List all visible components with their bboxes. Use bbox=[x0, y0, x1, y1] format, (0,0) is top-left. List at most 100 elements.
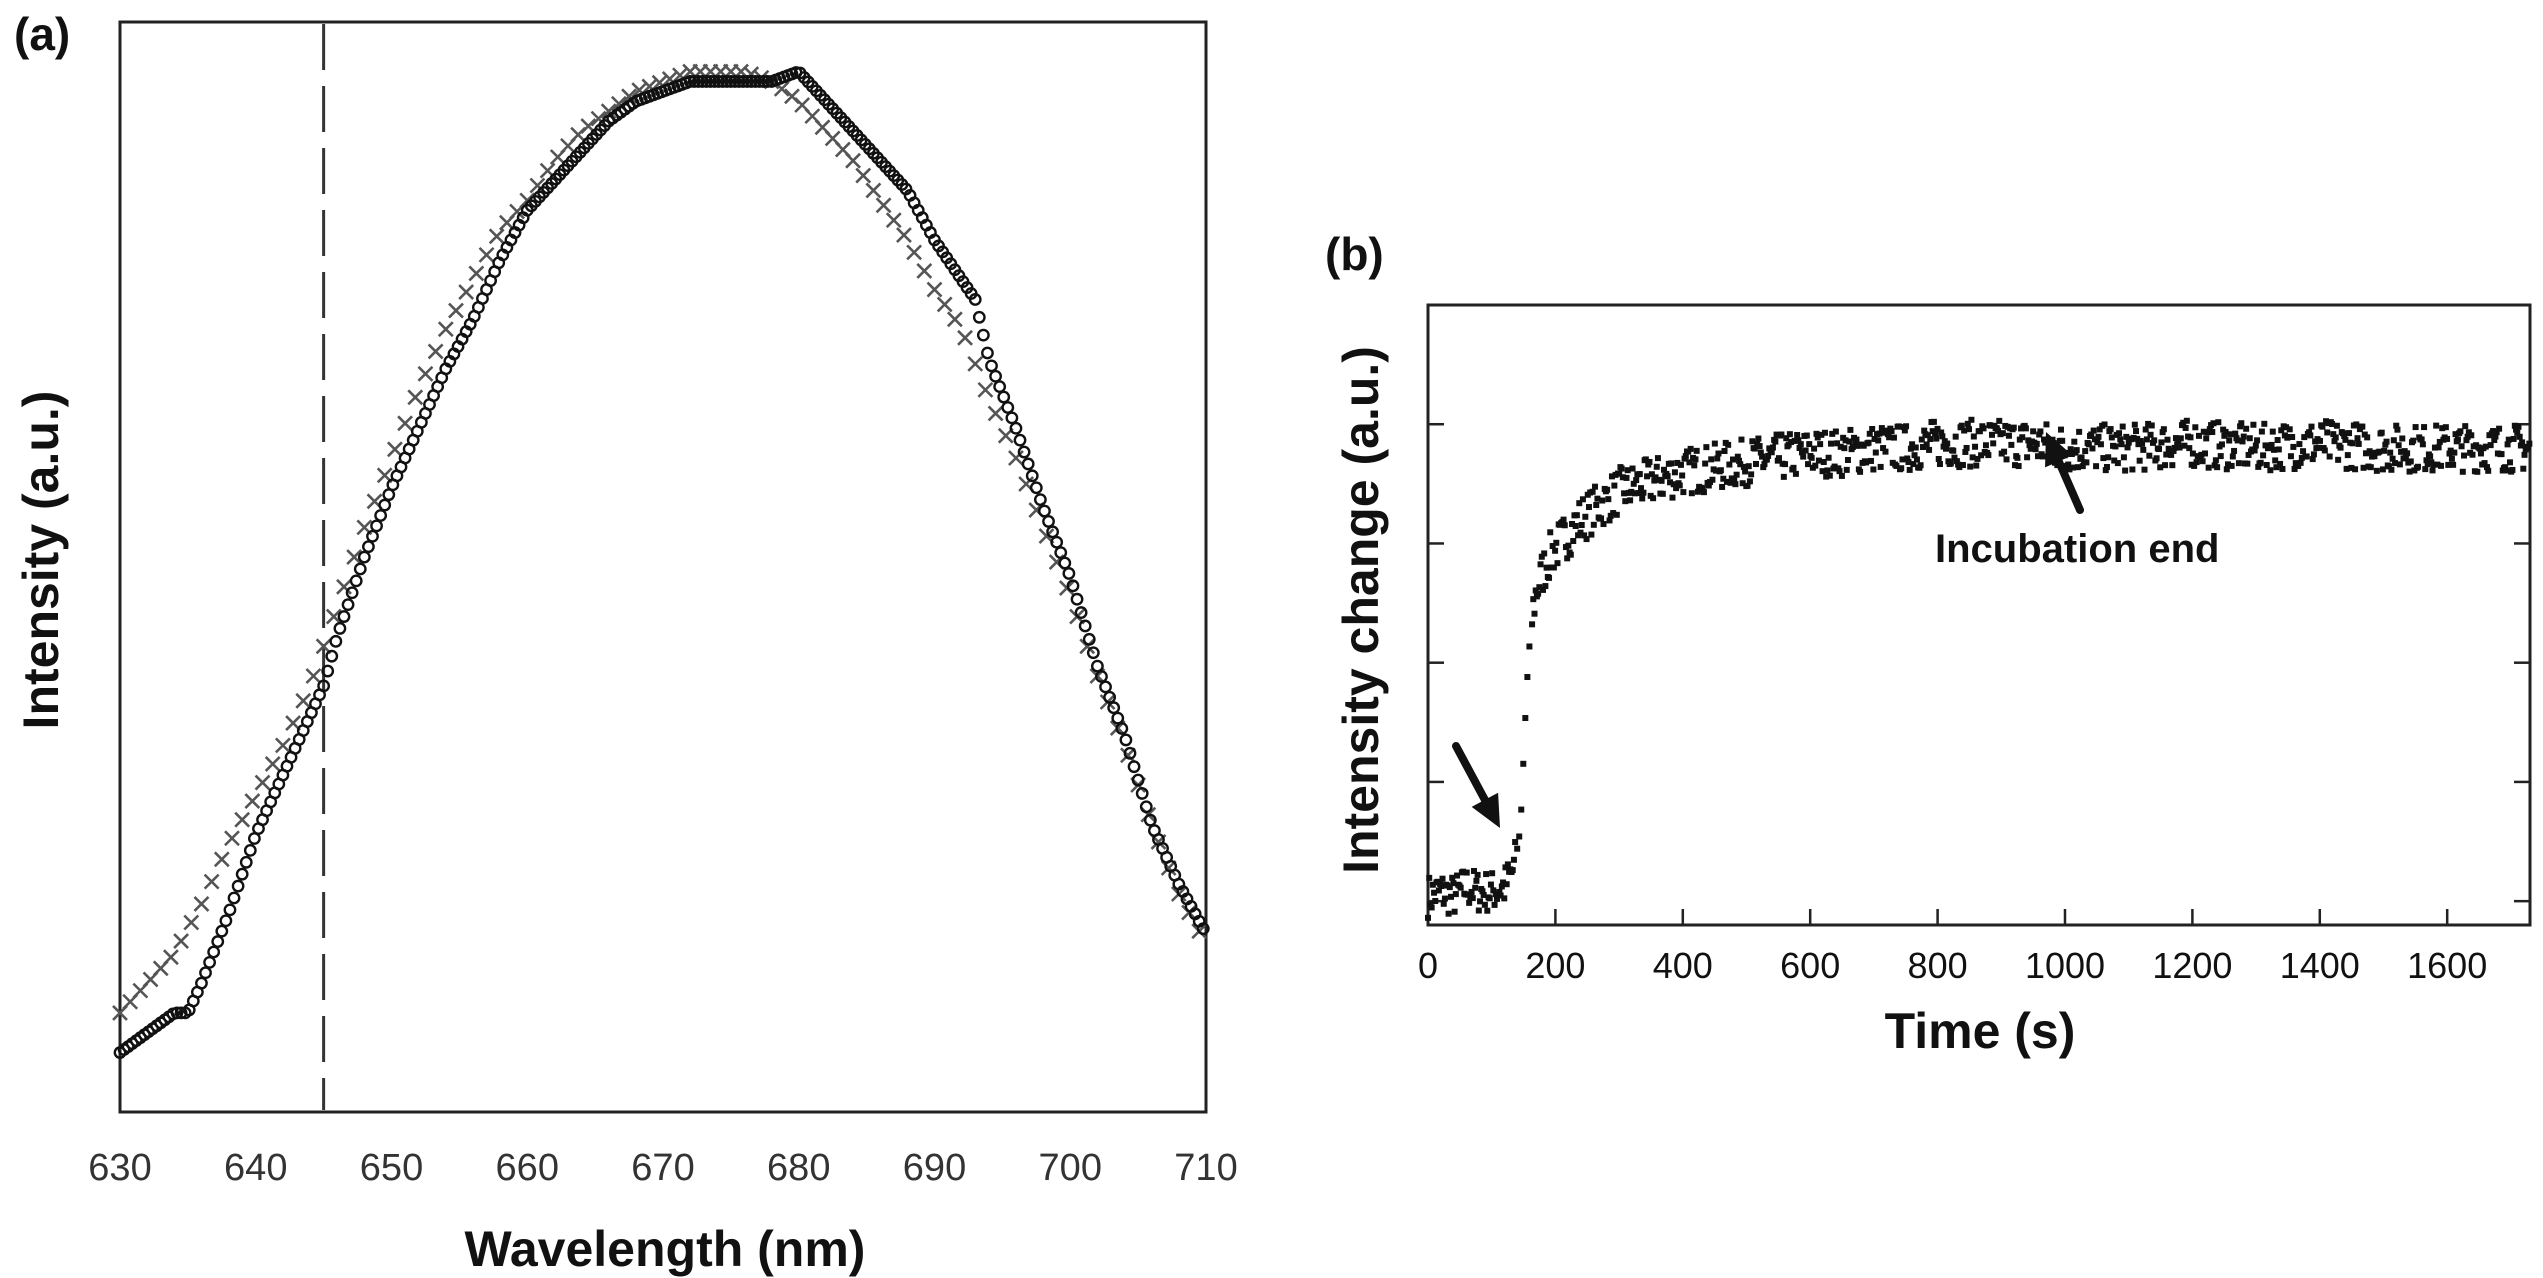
cross-marker bbox=[305, 668, 322, 684]
circle-marker bbox=[1078, 619, 1092, 633]
data-point bbox=[2402, 454, 2409, 461]
cross-marker bbox=[641, 78, 658, 95]
data-point bbox=[1790, 464, 1797, 471]
data-point bbox=[2335, 456, 2342, 463]
data-point bbox=[1650, 495, 1657, 502]
data-point bbox=[2459, 468, 2466, 475]
data-point bbox=[1972, 443, 1979, 450]
data-point bbox=[1886, 434, 1893, 441]
data-point bbox=[1711, 440, 1718, 447]
data-point bbox=[1504, 861, 1511, 868]
data-point bbox=[1967, 463, 1974, 470]
circle-marker bbox=[1074, 606, 1088, 619]
data-point bbox=[1765, 452, 1772, 459]
data-point bbox=[2212, 457, 2219, 464]
data-point bbox=[1449, 874, 1456, 881]
data-point bbox=[1734, 453, 1741, 460]
data-point bbox=[1473, 877, 1480, 884]
circle-marker bbox=[1038, 504, 1051, 518]
data-point bbox=[1564, 555, 1571, 562]
data-point bbox=[2355, 440, 2362, 447]
circle-marker bbox=[704, 75, 717, 88]
circle-marker bbox=[374, 509, 388, 522]
circle-marker bbox=[337, 610, 351, 623]
data-point bbox=[2043, 421, 2050, 428]
data-point bbox=[2175, 439, 2182, 446]
data-point bbox=[1679, 472, 1686, 479]
cross-marker bbox=[407, 389, 424, 406]
data-point bbox=[1460, 868, 1467, 875]
data-point bbox=[2269, 428, 2276, 435]
data-point bbox=[1761, 461, 1768, 468]
circle-marker bbox=[203, 955, 216, 969]
data-point bbox=[2399, 435, 2406, 442]
data-point bbox=[2096, 426, 2103, 433]
data-point bbox=[2246, 435, 2253, 442]
data-point bbox=[1664, 473, 1671, 480]
data-point bbox=[1477, 898, 1484, 905]
data-point bbox=[1869, 425, 1876, 432]
data-point bbox=[1605, 496, 1612, 503]
data-point bbox=[1554, 560, 1561, 567]
data-point bbox=[1530, 596, 1537, 603]
data-point bbox=[1475, 907, 1482, 914]
data-point bbox=[2057, 426, 2064, 433]
panel-a-x-tick-label: 700 bbox=[1039, 1147, 1102, 1189]
data-point bbox=[2258, 428, 2265, 435]
cross-marker bbox=[213, 851, 230, 868]
data-point bbox=[1911, 452, 1918, 459]
data-point bbox=[2034, 453, 2041, 460]
data-point bbox=[1883, 427, 1890, 434]
data-point bbox=[1454, 872, 1461, 879]
data-point bbox=[2289, 433, 2296, 440]
cross-marker bbox=[397, 415, 413, 432]
data-point bbox=[1912, 444, 1919, 451]
data-point bbox=[2438, 462, 2445, 469]
data-point bbox=[2071, 438, 2078, 445]
data-point bbox=[2130, 434, 2137, 441]
circle-marker bbox=[1070, 592, 1084, 606]
data-point bbox=[2505, 436, 2512, 443]
data-point bbox=[1497, 892, 1504, 899]
data-point bbox=[2474, 468, 2481, 475]
data-point bbox=[2295, 462, 2302, 469]
data-point bbox=[2041, 436, 2048, 443]
data-point bbox=[2191, 462, 2198, 469]
circle-marker bbox=[736, 75, 750, 88]
data-point bbox=[2521, 451, 2528, 458]
data-point bbox=[1669, 494, 1676, 501]
data-point bbox=[2102, 467, 2109, 474]
data-point bbox=[2429, 467, 2436, 474]
circle-marker bbox=[333, 622, 347, 635]
data-point bbox=[1772, 438, 1779, 445]
data-point bbox=[2283, 424, 2290, 431]
data-point bbox=[1635, 490, 1642, 497]
data-point bbox=[1670, 481, 1677, 488]
data-point bbox=[1802, 447, 1809, 454]
panel-a-x-tick-label: 650 bbox=[360, 1147, 423, 1189]
data-point bbox=[1721, 448, 1728, 455]
data-point bbox=[1749, 438, 1756, 445]
data-point bbox=[1452, 891, 1459, 898]
data-point bbox=[1867, 457, 1874, 464]
data-point bbox=[2514, 429, 2521, 436]
data-point bbox=[2310, 451, 2317, 458]
data-point bbox=[1825, 454, 1832, 461]
data-point bbox=[2353, 421, 2360, 428]
data-point bbox=[1786, 431, 1793, 438]
circle-marker bbox=[1009, 421, 1023, 435]
data-point bbox=[1539, 586, 1546, 593]
circle-marker bbox=[1046, 525, 1060, 539]
data-point bbox=[2122, 467, 2129, 474]
data-point bbox=[1677, 461, 1684, 468]
data-point bbox=[2423, 457, 2430, 464]
data-point bbox=[2066, 466, 2073, 473]
data-point bbox=[1970, 433, 1977, 440]
data-point bbox=[1606, 517, 1613, 524]
data-point bbox=[2273, 464, 2280, 471]
data-point bbox=[2148, 422, 2155, 429]
circle-marker bbox=[740, 75, 754, 88]
data-point bbox=[1717, 467, 1724, 474]
data-point bbox=[2373, 467, 2380, 474]
circle-marker bbox=[235, 867, 249, 881]
